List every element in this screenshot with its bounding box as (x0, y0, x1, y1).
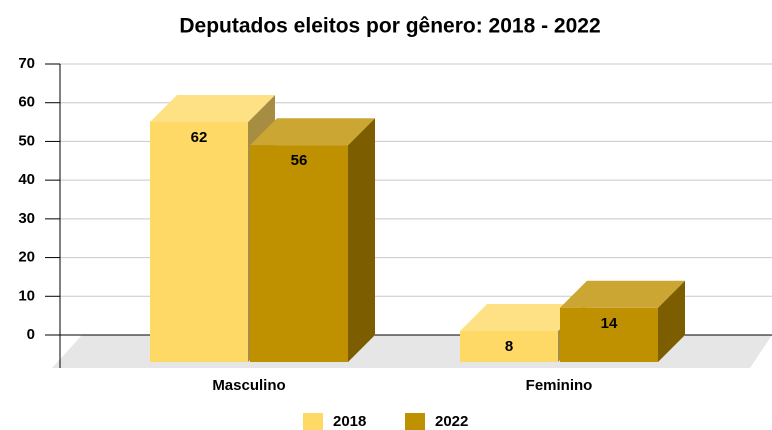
y-tick-label: 70 (18, 55, 35, 72)
data-label: 56 (291, 152, 308, 169)
bar-side (348, 118, 375, 362)
bar-top (250, 118, 375, 146)
data-label: 8 (505, 338, 513, 355)
bar-top (560, 280, 685, 308)
legend-label: 2022 (435, 413, 468, 430)
y-tick-label: 30 (18, 210, 35, 227)
data-label: 14 (601, 315, 618, 332)
y-tick-label: 50 (18, 132, 35, 149)
bar-top (460, 304, 585, 332)
y-tick-label: 0 (27, 326, 35, 343)
data-label: 62 (191, 129, 208, 146)
bar (150, 121, 248, 362)
bar (250, 145, 348, 362)
chart-title: Deputados eleitos por gênero: 2018 - 202… (179, 15, 600, 38)
legend-swatch (303, 413, 323, 430)
x-tick-label: Feminino (526, 377, 593, 394)
x-tick-label: Masculino (212, 377, 285, 394)
legend-swatch (405, 413, 425, 430)
y-tick-label: 20 (18, 249, 35, 266)
y-tick-label: 60 (18, 94, 35, 111)
bar (460, 331, 558, 362)
bar (560, 307, 658, 362)
bar-top (150, 94, 275, 122)
bar-side (658, 280, 685, 362)
legend-label: 2018 (333, 413, 366, 430)
y-tick-label: 40 (18, 171, 35, 188)
y-tick-label: 10 (18, 287, 35, 304)
